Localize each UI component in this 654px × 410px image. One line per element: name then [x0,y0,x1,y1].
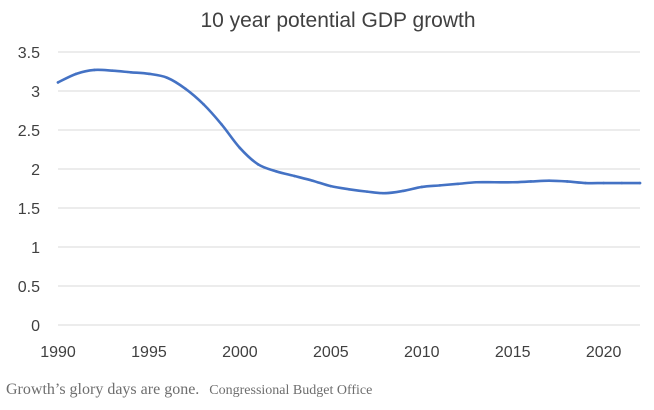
data-point [493,180,496,184]
x-tick-label: 2015 [495,344,531,361]
series-group [56,68,642,195]
x-tick-label: 1995 [131,344,167,361]
data-point [293,174,296,178]
data-point [511,180,514,184]
data-point [329,184,333,188]
data-point [638,181,642,185]
data-point [311,179,314,182]
data-point [365,190,369,193]
data-point [56,81,60,84]
data-point [347,187,351,191]
gridlines [58,51,640,326]
data-point [238,146,242,150]
x-tick-label: 2000 [222,344,258,361]
y-tick-label: 1 [31,240,40,257]
chart-title: 10 year potential GDP growth [200,9,475,32]
data-point [220,123,223,126]
data-point [602,181,605,185]
data-point [456,182,460,186]
data-point [256,163,260,166]
data-point [165,76,169,80]
x-axis-tick-labels: 1990 1995 2000 2005 2010 2015 2020 [40,344,621,361]
data-point [529,180,533,183]
data-point [384,191,387,195]
data-point [438,184,442,187]
y-tick-label: 3 [31,84,40,101]
data-point [74,72,78,76]
x-tick-label: 1990 [40,344,76,361]
data-point [402,189,405,193]
data-point [565,180,569,183]
y-tick-label: 2.5 [18,123,40,140]
series-line [56,68,642,195]
y-tick-label: 0.5 [18,279,40,296]
data-point [129,70,133,74]
caption-source: Congressional Budget Office [209,383,373,398]
x-tick-label: 2005 [313,344,349,361]
data-point [420,185,424,189]
y-tick-label: 1.5 [18,201,40,218]
y-tick-label: 3.5 [18,45,40,62]
x-tick-label: 2020 [586,344,622,361]
x-tick-label: 2010 [404,344,440,361]
figure-caption: Growth’s glory days are gone. Congressio… [6,381,372,399]
data-point [202,102,205,106]
caption-text: Growth’s glory days are gone. [6,381,200,398]
data-point [547,179,551,182]
data-point [147,72,151,76]
data-point [111,69,114,73]
data-point [184,87,187,90]
y-tick-label: 0 [31,318,40,335]
data-point [93,68,96,72]
data-point [475,180,478,184]
y-axis-tick-labels: 0 0.5 1 1.5 2 2.5 3 3.5 [18,45,40,335]
data-point [584,181,587,185]
y-tick-label: 2 [31,162,40,179]
data-point [620,181,624,185]
data-point [274,170,278,173]
